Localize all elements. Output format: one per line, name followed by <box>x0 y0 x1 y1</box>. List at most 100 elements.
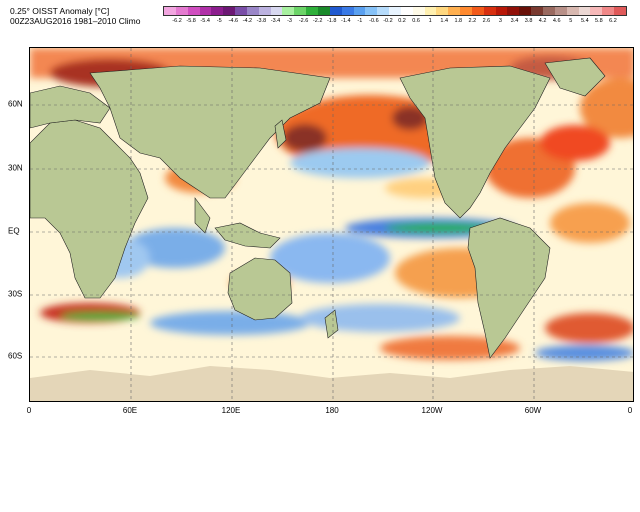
europe <box>30 85 111 129</box>
asia <box>89 65 331 199</box>
lon-label-0-left: 0 <box>26 406 32 415</box>
color-scale-label: -4.2 <box>242 18 253 24</box>
color-scale-swatch <box>436 7 449 15</box>
anomaly-field <box>30 48 633 361</box>
color-scale-swatch <box>400 7 413 15</box>
color-scale-label: 4.6 <box>552 18 561 24</box>
color-scale-label: -0.6 <box>369 18 379 24</box>
color-scale-swatch <box>471 7 484 15</box>
color-scale-label: -3 <box>287 18 292 24</box>
color-scale-swatch <box>519 7 532 15</box>
map-canvas <box>30 48 633 401</box>
color-scale-label: 1 <box>428 18 432 24</box>
color-scale-swatch <box>412 7 425 15</box>
color-scale-label: 5.8 <box>595 18 603 24</box>
color-scale-swatch <box>614 7 626 15</box>
color-scale-label: -1.8 <box>326 18 337 24</box>
color-scale-label: -2.2 <box>312 18 323 24</box>
color-scale-swatch <box>602 7 615 15</box>
color-scale-swatch <box>566 7 579 15</box>
south-america <box>467 217 551 359</box>
map-title: 0.25° OISST Anomaly [°C] <box>10 6 110 16</box>
color-scale-swatch <box>329 7 342 15</box>
color-scale-label: 0.6 <box>412 18 420 24</box>
color-scale-swatch <box>175 7 188 15</box>
color-scale-swatch <box>554 7 567 15</box>
color-scale-label: 3.4 <box>510 18 519 24</box>
color-scale-swatch <box>531 7 543 15</box>
color-scale-label: 2.6 <box>482 18 491 24</box>
lat-label-eq: EQ <box>8 226 20 236</box>
continents <box>30 57 606 359</box>
lon-label-60e: 60E <box>122 406 138 415</box>
lon-label-120w: 120W <box>421 406 443 415</box>
color-scale-swatch <box>223 7 236 15</box>
map-subtitle: 00Z23AUG2016 1981–2010 Climo <box>10 16 141 26</box>
color-scale-swatch <box>187 7 200 15</box>
antarctica <box>30 366 633 401</box>
color-scale-swatch <box>246 7 259 15</box>
color-scale-swatch <box>365 7 378 15</box>
color-scale-swatch <box>495 7 508 15</box>
color-scale-label: 5.4 <box>580 18 589 24</box>
africa <box>30 119 149 299</box>
color-scale-swatch <box>353 7 366 15</box>
color-scale-label: -4.6 <box>228 18 239 24</box>
color-scale-label: 1.4 <box>440 18 449 24</box>
lon-label-120e: 120E <box>221 406 241 415</box>
color-scale-swatch <box>199 7 212 15</box>
sst-anomaly-map <box>29 47 634 402</box>
maritime-continent <box>214 222 281 249</box>
color-scale-label: -0.2 <box>383 18 393 24</box>
color-scale-swatch <box>258 7 271 15</box>
australia <box>227 257 293 321</box>
color-scale-swatch <box>306 7 318 15</box>
lon-label-60w: 60W <box>524 406 542 415</box>
color-scale-label: 4.2 <box>538 18 547 24</box>
color-scale-swatch <box>341 7 354 15</box>
color-scale-label: 3 <box>498 18 502 24</box>
color-scale-swatch <box>235 7 247 15</box>
color-scale-label: -6.2 <box>172 18 182 24</box>
color-scale-swatch <box>578 7 591 15</box>
color-scale-swatch <box>164 7 176 15</box>
color-scale-bar <box>163 6 627 16</box>
lon-label-180: 180 <box>325 406 339 415</box>
north-america <box>399 65 551 219</box>
japan <box>274 119 287 149</box>
lat-label-30n: 30N <box>8 163 23 173</box>
color-scale-swatch <box>448 7 461 15</box>
color-scale-label: -3.8 <box>256 18 267 24</box>
new-zealand <box>324 309 339 339</box>
color-scale-swatch <box>377 7 390 15</box>
color-scale-swatch <box>211 7 224 15</box>
greenland <box>544 57 606 97</box>
color-scale-label: -3.4 <box>270 18 281 24</box>
india-tip <box>194 197 211 234</box>
color-scale-label: -1 <box>357 18 363 24</box>
color-scale-label: -5.8 <box>186 18 196 24</box>
graticule <box>30 48 633 401</box>
color-scale-label: 1.8 <box>454 18 463 24</box>
lat-label-60n: 60N <box>8 99 23 109</box>
color-scale-label: 3.8 <box>524 18 533 24</box>
color-scale-swatch <box>389 7 401 15</box>
color-scale-swatch <box>507 7 520 15</box>
color-scale-swatch <box>424 7 437 15</box>
color-scale-swatch <box>282 7 295 15</box>
color-scale-labels: -6.2 -5.8 -5.4 -5 -4.6 -4.2 -3.8 -3.4 -3 -2.6 -2.2… <box>163 17 627 27</box>
color-scale-label: 2.2 <box>468 18 477 24</box>
lat-label-60s: 60S <box>8 351 23 361</box>
color-scale-swatch <box>317 7 330 15</box>
color-scale-swatch <box>543 7 555 15</box>
color-scale-swatch <box>294 7 307 15</box>
color-scale-label: 6.2 <box>609 18 617 24</box>
color-scale-label: 5 <box>569 18 573 24</box>
color-scale-swatch <box>460 7 472 15</box>
color-scale-label: -1.4 <box>341 18 351 24</box>
color-scale-label: -2.6 <box>298 18 309 24</box>
color-scale-label: -5 <box>216 18 222 24</box>
color-scale-label: 0.2 <box>398 18 406 24</box>
lon-label-0-right: 0 <box>627 406 633 415</box>
color-scale-swatch <box>590 7 603 15</box>
